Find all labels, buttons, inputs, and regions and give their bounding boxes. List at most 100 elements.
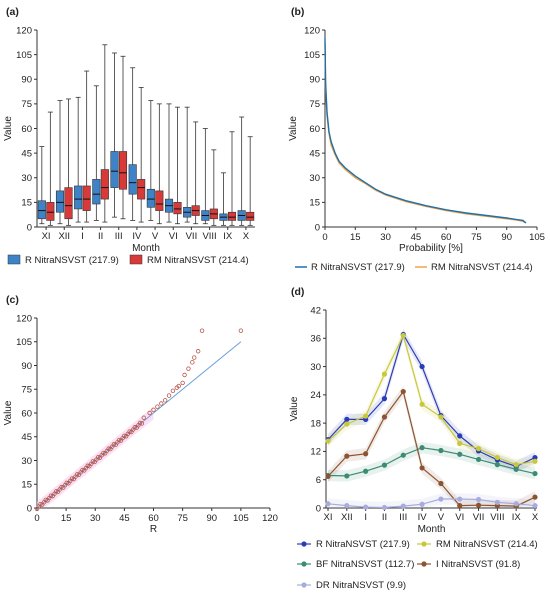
panel-d-point <box>419 501 425 507</box>
panel-a-box <box>64 187 73 220</box>
panel-d-x-label: Month <box>418 524 446 535</box>
panel-b-x-tick-label: 30 <box>380 232 391 243</box>
panel-b-series-line <box>324 43 527 224</box>
panel-c-point <box>147 410 152 416</box>
panel-a-legend-label: RM NitraNSVST (214.4) <box>147 255 249 266</box>
panel-b-x-tick-label: 0 <box>322 232 327 243</box>
panel-a-box <box>146 188 155 208</box>
panel-b-y-tick-label: 15 <box>309 198 320 209</box>
panel-d-month-label: V <box>438 512 445 523</box>
panel-a-box <box>82 185 91 211</box>
panel-a-box <box>100 169 109 200</box>
panel-b-legend-label: RM NitraNSVST (214.4) <box>431 262 533 273</box>
panel-d-point <box>494 462 500 468</box>
panel-d-series-line <box>327 390 536 507</box>
panel-b-y-tick-label: 60 <box>309 124 320 135</box>
panel-d-y-tick-label: 24 <box>310 390 321 401</box>
panel-a-x-label: Month <box>132 243 160 254</box>
panel-a-month-label: III <box>115 231 123 242</box>
panel-d-point <box>457 440 463 447</box>
panel-c-point <box>151 407 156 413</box>
panel-c-point <box>180 380 185 386</box>
panel-d-series-band <box>328 442 535 482</box>
panel-d-legend-label: DR NitraNSVST (9.9) <box>316 580 406 591</box>
panel-a-month-label: I <box>81 231 84 242</box>
panel-c-point <box>182 372 187 378</box>
panel-d-month-label: X <box>532 512 539 523</box>
panel-d-legend-marker <box>301 541 307 547</box>
panel-c-y-tick-label: 90 <box>21 361 32 372</box>
panel-a-box <box>118 151 128 190</box>
panel-d-series-band <box>328 493 535 508</box>
panel-d-month-label: III <box>399 512 407 523</box>
panel-d-point <box>457 451 463 457</box>
panel-d-y-tick-label: 6 <box>316 475 321 486</box>
panel-d-y-tick-label: 18 <box>310 418 321 429</box>
panel-a-legend-swatch <box>7 254 21 265</box>
panel-b-series-line <box>324 38 527 224</box>
panel-b-x-tick-label: 15 <box>350 232 361 243</box>
panel-a-y-tick-label: 60 <box>21 124 32 135</box>
panel-d-point <box>344 416 350 422</box>
panel-c-y-tick-label: 105 <box>16 337 32 348</box>
panel-c-point <box>170 388 176 394</box>
panel-b-y-tick-label: 90 <box>309 75 320 86</box>
panel-label-d: (d) <box>291 286 304 298</box>
panel-d-point <box>438 447 444 454</box>
panel-d-point <box>532 470 538 477</box>
panel-d-point <box>513 501 519 507</box>
panel-d-point <box>381 414 388 420</box>
panel-d-point <box>344 453 350 459</box>
panel-d-point <box>419 401 425 407</box>
panel-a-box <box>37 200 46 220</box>
panel-a-box <box>173 202 182 215</box>
panel-d-month-label: I <box>364 512 367 523</box>
panel-d-point <box>438 496 444 502</box>
panel-d-y-tick-label: 42 <box>310 305 321 316</box>
panel-a-y-tick-label: 30 <box>21 173 32 184</box>
panel-c-y-tick-label: 45 <box>21 432 32 443</box>
panel-d-y-tick-label: 0 <box>316 503 321 514</box>
panel-d-legend-label: R NitraNSVST (217.9) <box>316 539 410 550</box>
panel-d-point <box>513 466 519 472</box>
panel-d-point <box>325 473 331 480</box>
panel-d-point <box>363 504 369 510</box>
panel-c-x-tick-label: 45 <box>119 513 130 524</box>
panel-d-point <box>475 446 482 452</box>
panel-a-box <box>46 202 55 221</box>
panel-a-month-label: IV <box>132 231 142 242</box>
panel-label-a: (a) <box>6 6 19 18</box>
panel-c-density-band <box>37 406 154 508</box>
panel-d-month-label: IX <box>512 512 522 523</box>
panel-a-y-tick-label: 90 <box>21 75 32 86</box>
panel-a-y-tick-label: 15 <box>21 198 32 209</box>
panel-a-month-label: X <box>243 231 250 242</box>
panel-b-y-tick-label: 120 <box>304 25 320 36</box>
panel-d-series-line <box>327 447 536 477</box>
panel-c-point <box>192 355 197 360</box>
panel-a-month-label: VIII <box>202 231 216 242</box>
panel-d-point <box>344 473 350 479</box>
panel-d-point <box>325 438 331 444</box>
panel-a-box <box>92 179 101 205</box>
panel-d-legend-marker <box>421 561 427 567</box>
panel-d-series-line <box>327 498 536 509</box>
panel-d-point <box>419 465 425 471</box>
panel-d-legend-marker <box>421 541 427 547</box>
panel-d-legend-marker <box>301 561 307 567</box>
panel-a-box <box>155 190 164 211</box>
panel-d-point <box>344 421 350 427</box>
panel-d-point <box>532 454 538 461</box>
panel-d-point <box>494 499 500 505</box>
panel-b-y-tick-label: 105 <box>304 50 320 61</box>
panel-a-box <box>246 211 255 221</box>
panel-d-point <box>494 454 500 461</box>
panel-c-reference-line <box>36 341 242 509</box>
panel-c-point <box>159 401 164 406</box>
panel-b-y-tick-label: 30 <box>309 173 320 184</box>
panel-b-x-label: Probability [%] <box>399 243 463 254</box>
panel-c-point <box>176 383 181 389</box>
panel-d-point <box>381 371 388 377</box>
panel-c-x-tick-label: 30 <box>90 513 101 524</box>
panel-a-legend-label: R NitraNSVST (217.9) <box>25 255 119 266</box>
